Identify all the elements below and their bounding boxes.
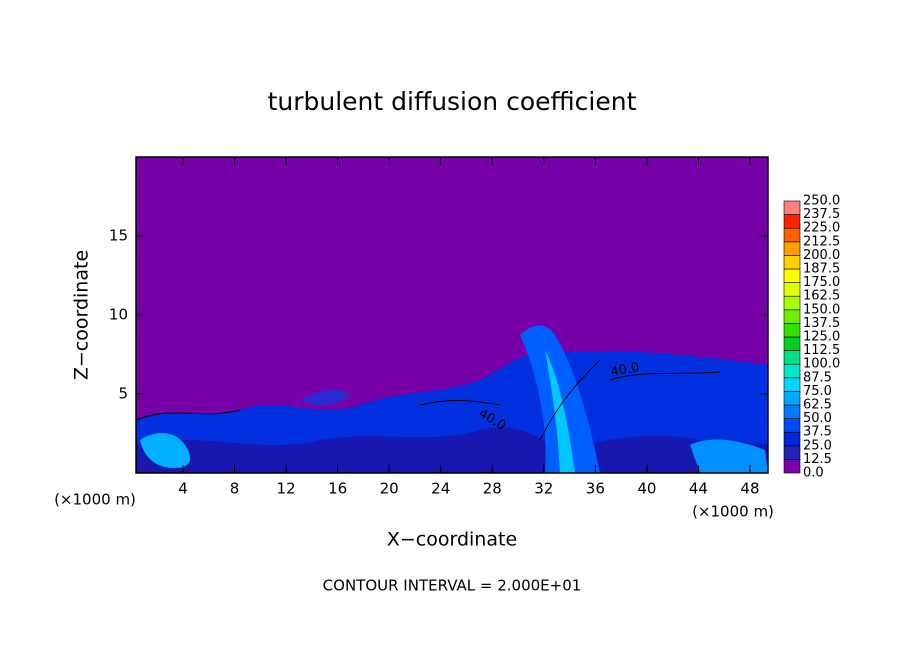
x-axis-label: X−coordinate (387, 529, 517, 551)
colorbar-swatch (783, 363, 801, 379)
field-region (545, 350, 575, 473)
colorbar-label: 150.0 (803, 302, 840, 317)
x-tick-label: 16 (328, 480, 347, 498)
x-tick-label: 44 (689, 480, 708, 498)
y-tick-label: 10 (109, 306, 128, 324)
x-tick-label: 48 (740, 480, 759, 498)
colorbar-label: 212.5 (803, 234, 840, 249)
colorbar-label: 225.0 (803, 221, 840, 236)
colorbar-label: 75.0 (803, 384, 832, 399)
x-tick-label: 4 (178, 480, 188, 498)
colorbar-swatch (783, 241, 801, 256)
colorbar-label: 100.0 (803, 357, 840, 372)
contour-label: 40.0 (609, 360, 640, 380)
x-tick-label: 24 (431, 480, 450, 498)
colorbar-label: 37.5 (803, 425, 832, 440)
colorbar-swatch (783, 391, 801, 406)
colorbar-label: 12.5 (803, 452, 832, 467)
colorbar-swatch (783, 431, 801, 447)
colorbar-label: 200.0 (803, 248, 840, 263)
colorbar-swatch (783, 214, 801, 229)
y-tick-label: 5 (118, 385, 128, 403)
x-unit-label: (×1000 m) (692, 503, 774, 521)
field-region (300, 389, 350, 406)
colorbar-label: 87.5 (803, 370, 832, 385)
x-tick-label: 12 (277, 480, 296, 498)
colorbar-swatch (783, 323, 801, 338)
colorbar-label: 62.5 (803, 398, 832, 413)
field (135, 157, 768, 473)
colorbar-swatch (783, 336, 801, 351)
colorbar-swatch (783, 350, 801, 365)
y-axis-label: Z−coordinate (71, 250, 93, 380)
colorbar-swatch (783, 445, 801, 460)
annotation: CONTOUR INTERVAL = 2.000E+01 (323, 577, 582, 595)
colorbar-swatch (783, 459, 801, 474)
x-tick-label: 36 (586, 480, 605, 498)
colorbar-swatch (783, 227, 801, 243)
colorbar-swatch (783, 418, 801, 433)
colorbar-swatch (783, 268, 801, 283)
colorbar-label: 237.5 (803, 207, 840, 222)
colorbar-swatch (783, 309, 801, 324)
y-tick-label: 15 (109, 227, 128, 245)
x-tick-label: 8 (230, 480, 240, 498)
chart-title: turbulent diffusion coefficient (268, 87, 637, 116)
colorbar-label: 137.5 (803, 316, 840, 331)
colorbar-label: 50.0 (803, 411, 832, 426)
colorbar-label: 162.5 (803, 289, 840, 304)
colorbar-swatch (783, 200, 801, 215)
x-tick-label: 20 (380, 480, 399, 498)
field-region (136, 427, 768, 473)
field-region (690, 439, 768, 473)
contour-line (135, 359, 721, 441)
colorbar-swatch (783, 404, 801, 419)
colorbar-swatch (783, 282, 801, 297)
x-tick-label: 28 (483, 480, 502, 498)
colorbar-label: 125.0 (803, 330, 840, 345)
colorbar-swatch (783, 255, 801, 270)
colorbar-swatch (783, 295, 801, 311)
x-tick-label: 40 (637, 480, 656, 498)
colorbar-label: 250.0 (803, 194, 840, 209)
colorbar-label: 112.5 (803, 343, 840, 358)
colorbar-label: 187.5 (803, 262, 840, 277)
y-unit-label: (×1000 m) (54, 491, 136, 509)
colorbar-label: 175.0 (803, 275, 840, 290)
colorbar-label: 25.0 (803, 438, 832, 453)
colorbar-label: 0.0 (803, 466, 824, 481)
colorbar-swatch (783, 377, 801, 392)
field-region (140, 433, 191, 468)
x-tick-label: 32 (534, 480, 553, 498)
